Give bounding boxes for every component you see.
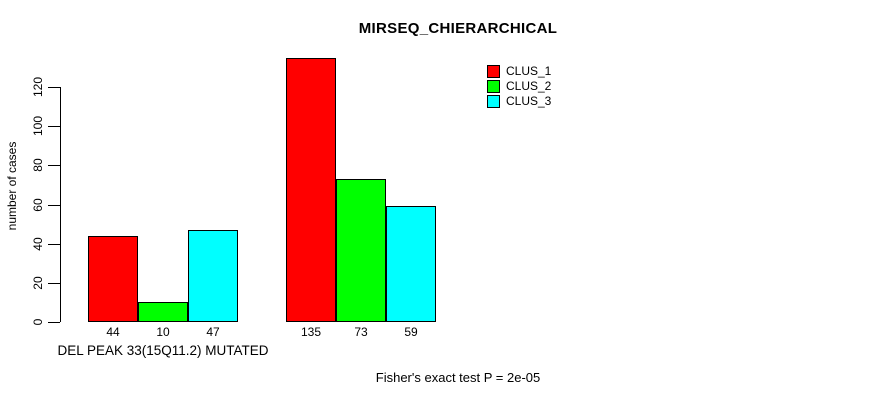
- legend-row: CLUS_3: [487, 94, 551, 109]
- bar-clus_2: [336, 179, 386, 322]
- bar-value-label: 135: [300, 325, 322, 339]
- legend-label: CLUS_1: [506, 64, 552, 78]
- bar-clus_3: [188, 230, 238, 322]
- bar-value-label: 47: [206, 325, 220, 339]
- y-tick: [48, 205, 60, 206]
- y-tick: [48, 283, 60, 284]
- y-tick: [48, 244, 60, 245]
- bar-value-label: 59: [404, 325, 418, 339]
- legend-row: CLUS_1: [487, 64, 551, 79]
- y-tick: [48, 87, 60, 88]
- y-tick: [48, 165, 60, 166]
- bar-clus_1: [286, 58, 336, 322]
- legend: CLUS_1 CLUS_2 CLUS_3: [487, 64, 551, 109]
- legend-row: CLUS_2: [487, 79, 551, 94]
- bar-value-label: 73: [354, 325, 368, 339]
- y-axis-title: number of cases: [5, 141, 19, 231]
- y-tick: [48, 126, 60, 127]
- bar-clus_3: [386, 206, 436, 322]
- y-tick: [48, 322, 60, 323]
- bar-clus_2: [138, 302, 188, 322]
- legend-swatch-clus_2-icon: [487, 80, 500, 93]
- legend-swatch-clus_1-icon: [487, 65, 500, 78]
- bar-value-label: 44: [106, 325, 120, 339]
- legend-label: CLUS_2: [506, 79, 552, 93]
- y-tick-label: 120: [31, 76, 45, 98]
- bar-value-label: 10: [156, 325, 170, 339]
- footnote: Fisher's exact test P = 2e-05: [375, 370, 541, 385]
- legend-swatch-clus_3-icon: [487, 95, 500, 108]
- bar-clus_1: [88, 236, 138, 322]
- x-axis-group-label: DEL PEAK 33(15Q11.2) MUTATED: [57, 343, 269, 358]
- y-axis-line: [60, 87, 61, 322]
- legend-label: CLUS_3: [506, 94, 552, 108]
- chart-title: MIRSEQ_CHIERARCHICAL: [358, 20, 558, 37]
